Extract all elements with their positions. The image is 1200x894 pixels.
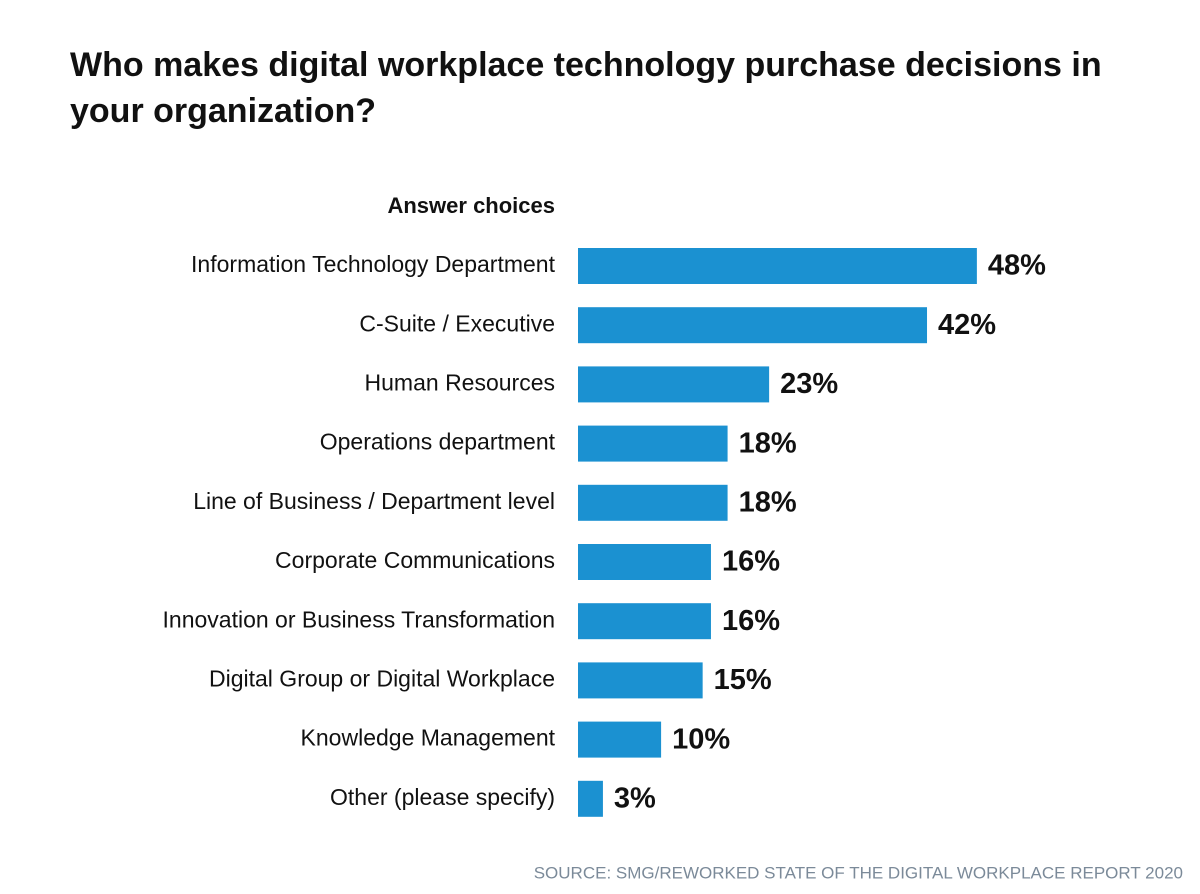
value-label: 23% — [780, 368, 838, 400]
value-label: 48% — [988, 250, 1046, 282]
category-label: Information Technology Department — [191, 251, 556, 277]
value-label: 18% — [739, 427, 797, 459]
bar — [578, 603, 711, 640]
category-label: Corporate Communications — [275, 547, 555, 573]
bar — [578, 662, 703, 699]
value-label: 3% — [614, 782, 656, 814]
value-label: 10% — [672, 723, 730, 755]
category-label: Operations department — [320, 429, 556, 455]
category-label: Line of Business / Department level — [193, 488, 555, 514]
category-label: Knowledge Management — [301, 725, 556, 751]
bar — [578, 780, 603, 817]
chart-title: Who makes digital workplace technology p… — [70, 46, 1102, 130]
value-label: 16% — [722, 605, 780, 637]
category-label: Human Resources — [365, 369, 555, 395]
category-label: Digital Group or Digital Workplace — [209, 665, 555, 691]
value-label: 42% — [938, 309, 996, 341]
axis-label: Answer choices — [387, 193, 555, 218]
bar — [578, 484, 728, 521]
bar — [578, 366, 770, 403]
value-label: 18% — [739, 486, 797, 518]
source: SOURCE: SMG/REWORKED STATE OF THE DIGITA… — [534, 863, 1183, 882]
bar — [578, 721, 662, 758]
category-label: Innovation or Business Transformation — [163, 606, 555, 632]
bar — [578, 307, 928, 344]
value-label: 16% — [722, 546, 780, 578]
category-label: Other (please specify) — [330, 784, 555, 810]
bar — [578, 248, 977, 284]
value-label: 15% — [714, 664, 772, 696]
bar — [578, 425, 728, 462]
category-label: C-Suite / Executive — [359, 310, 555, 336]
bar — [578, 544, 711, 580]
